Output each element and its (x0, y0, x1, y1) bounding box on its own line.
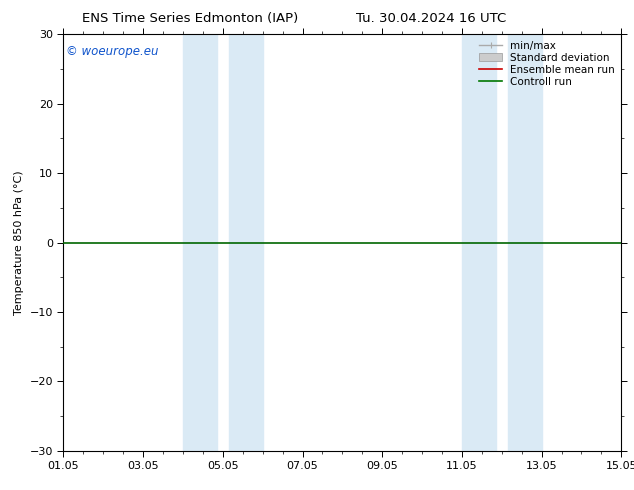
Bar (183, 34, 217, 451)
Text: Tu. 30.04.2024 16 UTC: Tu. 30.04.2024 16 UTC (356, 12, 506, 25)
Bar (462, 34, 496, 451)
Y-axis label: Temperature 850 hPa (°C): Temperature 850 hPa (°C) (14, 170, 24, 315)
Bar (229, 34, 262, 451)
Text: © woeurope.eu: © woeurope.eu (66, 45, 158, 58)
Text: ENS Time Series Edmonton (IAP): ENS Time Series Edmonton (IAP) (82, 12, 299, 25)
Bar (508, 34, 541, 451)
Legend: min/max, Standard deviation, Ensemble mean run, Controll run: min/max, Standard deviation, Ensemble me… (475, 36, 619, 91)
